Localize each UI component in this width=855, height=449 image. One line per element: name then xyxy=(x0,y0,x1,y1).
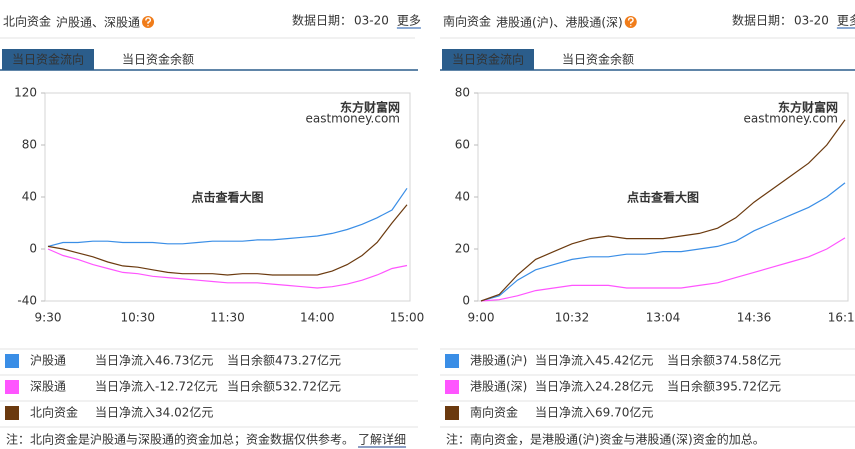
inflow-value: 69.70亿元 xyxy=(595,405,653,420)
x-tick-label: 9:30 xyxy=(35,311,62,325)
x-tick-label: 16:10 xyxy=(828,311,855,325)
legend-swatch xyxy=(5,354,19,368)
inflow-label: 当日净流入 xyxy=(535,354,595,368)
series-line xyxy=(47,187,408,247)
balance-label: 当日余额 xyxy=(227,353,275,368)
series-line xyxy=(480,119,846,302)
x-tick-label: 11:30 xyxy=(210,311,245,325)
plot-area[interactable] xyxy=(477,92,849,302)
panel-subtitle: 港股通(沪)、港股通(深) xyxy=(496,16,623,30)
x-tick-label: 14:00 xyxy=(300,311,335,325)
inflow-value: 34.02亿元 xyxy=(155,405,213,420)
inflow-label: 当日净流入 xyxy=(95,380,155,394)
inflow-label: 当日净流入 xyxy=(95,354,155,368)
series-line xyxy=(480,182,846,302)
tab-label[interactable]: 当日资金流向 xyxy=(452,52,524,67)
legend-swatch xyxy=(445,406,459,420)
y-tick-label: -40 xyxy=(17,294,37,308)
balance-value: 395.72亿元 xyxy=(715,379,781,394)
tab-label[interactable]: 当日资金余额 xyxy=(562,52,634,67)
more-link[interactable]: 更多 xyxy=(397,14,421,28)
date-value: 03-20 xyxy=(794,14,829,28)
help-icon-mark xyxy=(145,17,152,27)
inflow-label: 当日净流入 xyxy=(535,406,595,420)
date-label: 数据日期： xyxy=(292,13,352,28)
note: 注：南向资金，是港股通(沪)资金与港股通(深)资金的加总。 xyxy=(446,432,765,447)
y-tick-label: 40 xyxy=(22,190,37,204)
logo-sub: eastmoney.com xyxy=(743,112,838,126)
legend-name: 北向资金 xyxy=(30,405,78,420)
balance-value: 473.27亿元 xyxy=(275,353,341,368)
y-tick-label: 40 xyxy=(455,190,470,204)
y-tick-label: 60 xyxy=(455,138,470,152)
logo-sub: eastmoney.com xyxy=(305,112,400,126)
x-tick-label: 15:00 xyxy=(390,311,425,325)
inflow-value: 45.42亿元 xyxy=(595,353,653,368)
x-tick-label: 9:00 xyxy=(468,311,495,325)
legend-name: 港股通(沪) xyxy=(470,354,527,368)
inflow-value: -12.72亿元 xyxy=(155,379,218,394)
balance-value: 532.72亿元 xyxy=(275,379,341,394)
y-tick-label: 0 xyxy=(29,242,37,256)
plot-area[interactable] xyxy=(44,92,411,302)
watermark: 点击查看大图 xyxy=(191,190,263,205)
tab-label[interactable]: 当日资金流向 xyxy=(12,52,84,67)
legend-swatch xyxy=(445,354,459,368)
note-link[interactable]: 了解详细 xyxy=(358,432,406,447)
legend-swatch xyxy=(5,406,19,420)
inflow-label: 当日净流入 xyxy=(95,406,155,420)
date-label: 数据日期： xyxy=(732,13,792,28)
note: 注：北向资金是沪股通与深股通的资金加总；资金数据仅供参考。 xyxy=(6,432,354,447)
tab-active[interactable] xyxy=(2,49,94,70)
legend-swatch xyxy=(445,380,459,394)
legend-name: 港股通(深) xyxy=(470,380,527,394)
watermark: 点击查看大图 xyxy=(627,190,699,205)
legend-name: 南向资金 xyxy=(470,405,518,420)
series-line xyxy=(47,248,408,289)
inflow-value: 24.28亿元 xyxy=(595,379,653,394)
x-tick-label: 10:30 xyxy=(120,311,155,325)
y-tick-label: 80 xyxy=(455,86,470,100)
tab-active[interactable] xyxy=(442,49,534,70)
legend-name: 深股通 xyxy=(30,380,66,394)
more-link[interactable]: 更多 xyxy=(837,14,855,28)
series-line xyxy=(480,237,846,302)
panel-title: 南向资金 xyxy=(443,14,491,29)
x-tick-label: 14:36 xyxy=(737,311,772,325)
series-line xyxy=(47,204,408,276)
date-value: 03-20 xyxy=(354,14,389,28)
balance-value: 374.58亿元 xyxy=(715,353,781,368)
logo: 东方财富网 xyxy=(778,100,838,115)
help-icon-mark xyxy=(627,17,634,27)
panel-title: 北向资金 xyxy=(3,14,51,29)
legend-name: 沪股通 xyxy=(30,354,66,368)
y-tick-label: 120 xyxy=(14,86,37,100)
inflow-label: 当日净流入 xyxy=(535,380,595,394)
y-tick-label: 80 xyxy=(22,138,37,152)
x-tick-label: 13:04 xyxy=(646,311,681,325)
y-tick-label: 20 xyxy=(455,242,470,256)
tab-label[interactable]: 当日资金余额 xyxy=(122,52,194,67)
balance-label: 当日余额 xyxy=(227,379,275,394)
legend-swatch xyxy=(5,380,19,394)
balance-label: 当日余额 xyxy=(667,379,715,394)
x-tick-label: 10:32 xyxy=(555,311,590,325)
balance-label: 当日余额 xyxy=(667,353,715,368)
panel-subtitle: 沪股通、深股通 xyxy=(56,16,140,30)
y-tick-label: 0 xyxy=(462,294,470,308)
inflow-value: 46.73亿元 xyxy=(155,353,213,368)
logo: 东方财富网 xyxy=(340,100,400,115)
